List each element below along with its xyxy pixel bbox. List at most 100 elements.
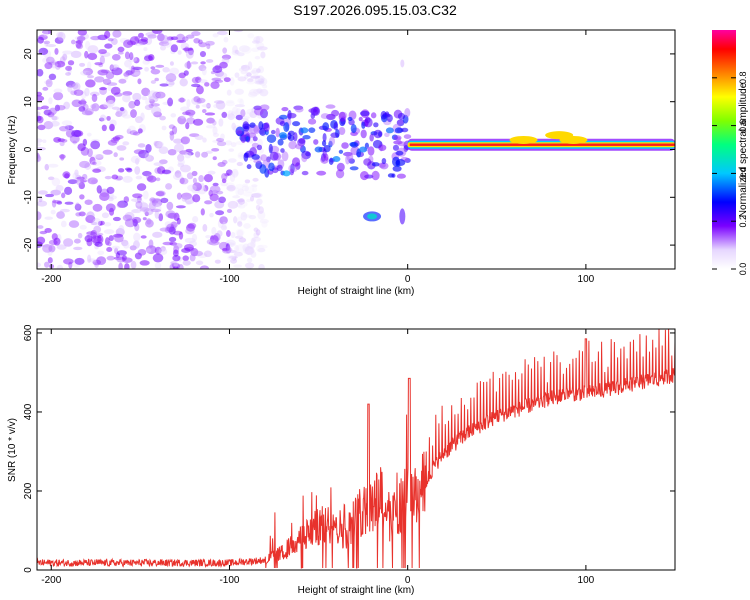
noise-speckle — [180, 115, 186, 119]
noise-speckle — [99, 55, 105, 65]
noise-speckle — [230, 142, 237, 148]
noise-speckle — [135, 175, 143, 180]
noise-speckle — [177, 115, 187, 125]
transition-blob — [286, 112, 297, 119]
noise-speckle — [99, 114, 107, 122]
transition-blob — [360, 170, 369, 181]
noise-speckle — [92, 218, 102, 226]
colorbar-tick-label: 0.2 — [738, 215, 748, 228]
noise-speckle — [216, 137, 225, 142]
noise-speckle — [154, 262, 162, 269]
noise-speckle — [152, 91, 162, 99]
noise-speckle — [106, 99, 114, 109]
noise-speckle — [256, 88, 263, 94]
noise-speckle — [103, 222, 112, 227]
noise-speckle — [150, 66, 156, 70]
spectrogram-y-tick-label: 0 — [23, 146, 34, 152]
transition-blob — [328, 157, 334, 165]
noise-speckle — [233, 170, 239, 176]
noise-speckle — [135, 116, 143, 124]
noise-speckle — [42, 243, 53, 253]
snr-x-tick-label: 0 — [405, 575, 411, 586]
noise-speckle — [124, 263, 130, 269]
noise-speckle — [191, 96, 201, 105]
noise-speckle — [94, 62, 103, 66]
noise-speckle — [39, 230, 48, 235]
noise-speckle — [92, 168, 102, 173]
noise-speckle — [257, 247, 266, 253]
transition-blob — [328, 136, 336, 146]
noise-speckle — [123, 72, 130, 77]
noise-speckle — [204, 82, 210, 87]
noise-speckle — [204, 200, 213, 205]
noise-speckle — [187, 222, 197, 229]
noise-speckle — [196, 85, 204, 95]
noise-speckle — [220, 225, 228, 231]
noise-speckle — [253, 192, 263, 199]
noise-speckle — [244, 262, 255, 269]
noise-speckle — [179, 177, 189, 185]
noise-speckle — [195, 104, 200, 109]
noise-speckle — [172, 254, 181, 262]
noise-speckle — [252, 185, 258, 193]
noise-speckle — [160, 246, 166, 252]
noise-speckle — [76, 176, 85, 180]
noise-speckle — [196, 98, 202, 104]
noise-speckle — [255, 36, 261, 45]
noise-speckle — [50, 120, 60, 127]
noise-speckle — [138, 32, 144, 38]
noise-speckle — [215, 100, 226, 110]
noise-speckle — [54, 60, 66, 68]
noise-speckle — [208, 240, 220, 246]
noise-speckle — [93, 225, 102, 234]
noise-speckle — [171, 125, 178, 135]
noise-speckle — [255, 42, 265, 50]
noise-speckle — [90, 160, 102, 167]
noise-speckle — [158, 213, 164, 222]
noise-speckle — [37, 225, 44, 229]
noise-speckle — [159, 227, 170, 232]
noise-speckle — [262, 84, 268, 89]
noise-speckle — [170, 113, 177, 118]
noise-speckle — [214, 64, 221, 71]
noise-speckle — [230, 111, 237, 116]
noise-speckle — [110, 64, 118, 70]
noise-speckle — [107, 241, 112, 247]
tone-band-core — [409, 143, 675, 146]
noise-speckle — [103, 229, 115, 235]
transition-blob — [384, 132, 390, 138]
colorbar-tick-label: 0.6 — [738, 119, 748, 132]
transition-blob — [256, 144, 263, 151]
noise-speckle — [42, 30, 52, 35]
noise-speckle — [231, 49, 241, 56]
noise-speckle — [213, 100, 225, 104]
noise-speckle — [173, 143, 185, 153]
noise-speckle — [237, 76, 247, 82]
noise-speckle — [134, 43, 144, 47]
noise-speckle — [227, 110, 234, 118]
noise-speckle — [179, 164, 191, 173]
noise-speckle — [233, 30, 244, 33]
transition-blob — [243, 125, 250, 132]
noise-speckle — [75, 178, 83, 186]
noise-speckle — [55, 185, 64, 192]
noise-speckle — [168, 236, 177, 243]
noise-speckle — [152, 231, 163, 238]
noise-speckle — [53, 88, 63, 94]
noise-speckle — [254, 75, 265, 84]
noise-speckle — [112, 136, 121, 141]
transition-blob — [277, 138, 284, 146]
noise-speckle — [145, 143, 152, 153]
noise-speckle — [217, 162, 226, 167]
noise-speckle — [153, 111, 162, 118]
noise-speckle — [37, 138, 43, 143]
noise-speckle — [101, 124, 107, 132]
noise-speckle — [194, 134, 204, 140]
noise-speckle — [45, 56, 55, 64]
noise-speckle — [169, 132, 175, 141]
noise-speckle — [111, 106, 120, 110]
snr-ticks: -200 -100 0 100 0 200 400 600 — [23, 324, 675, 586]
noise-speckle — [111, 53, 121, 61]
transition-bright-blob — [314, 146, 323, 153]
noise-speckle — [248, 214, 257, 220]
